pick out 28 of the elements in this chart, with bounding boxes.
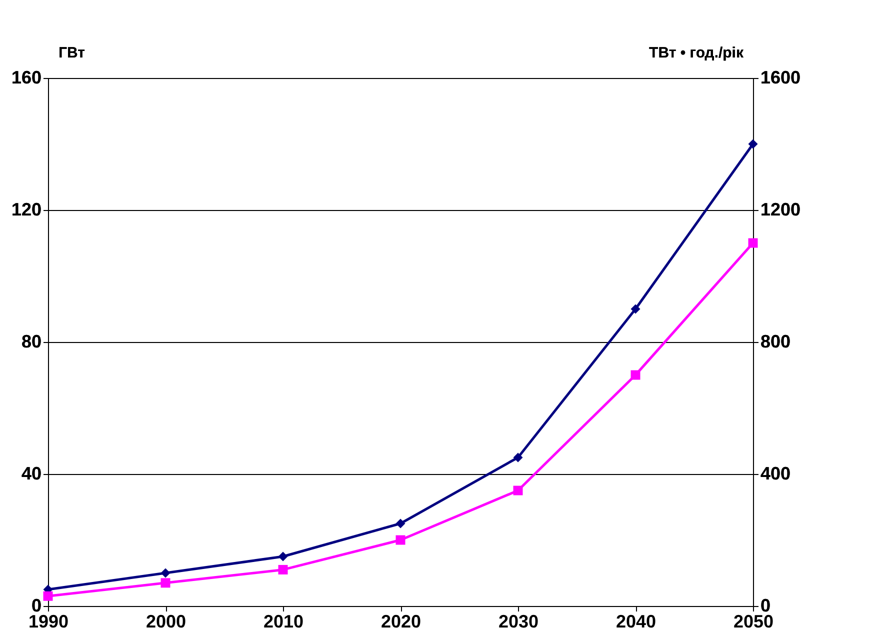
point [513, 486, 523, 496]
point [160, 568, 170, 578]
point [43, 591, 53, 601]
point [396, 518, 406, 528]
point [396, 535, 406, 545]
point [630, 304, 640, 314]
y-tick-label: 160 [11, 68, 42, 88]
y2-tick-label: 800 [760, 332, 791, 352]
point [278, 552, 288, 562]
y2-axis-title: ТВт • год./рік [649, 44, 744, 62]
point [748, 139, 758, 149]
y2-tick-label: 400 [760, 464, 791, 484]
y-axis-title: ГВт [58, 44, 85, 62]
point [278, 564, 288, 574]
point [160, 578, 170, 588]
x-tick-label: 2040 [616, 612, 656, 632]
point [630, 370, 640, 380]
x-tick-label: 2020 [380, 612, 422, 632]
y2-tick-label: 1600 [760, 68, 801, 88]
x-tick-label: 2000 [146, 612, 186, 632]
y-tick-label: 40 [21, 464, 42, 484]
y-tick-label: 120 [11, 200, 42, 220]
x-tick-label: 2030 [498, 612, 539, 632]
point [748, 238, 758, 248]
y2-tick-label: 1200 [760, 200, 801, 220]
x-tick-label: 2010 [263, 612, 304, 632]
y-tick-label: 80 [21, 332, 42, 352]
point [513, 452, 523, 462]
